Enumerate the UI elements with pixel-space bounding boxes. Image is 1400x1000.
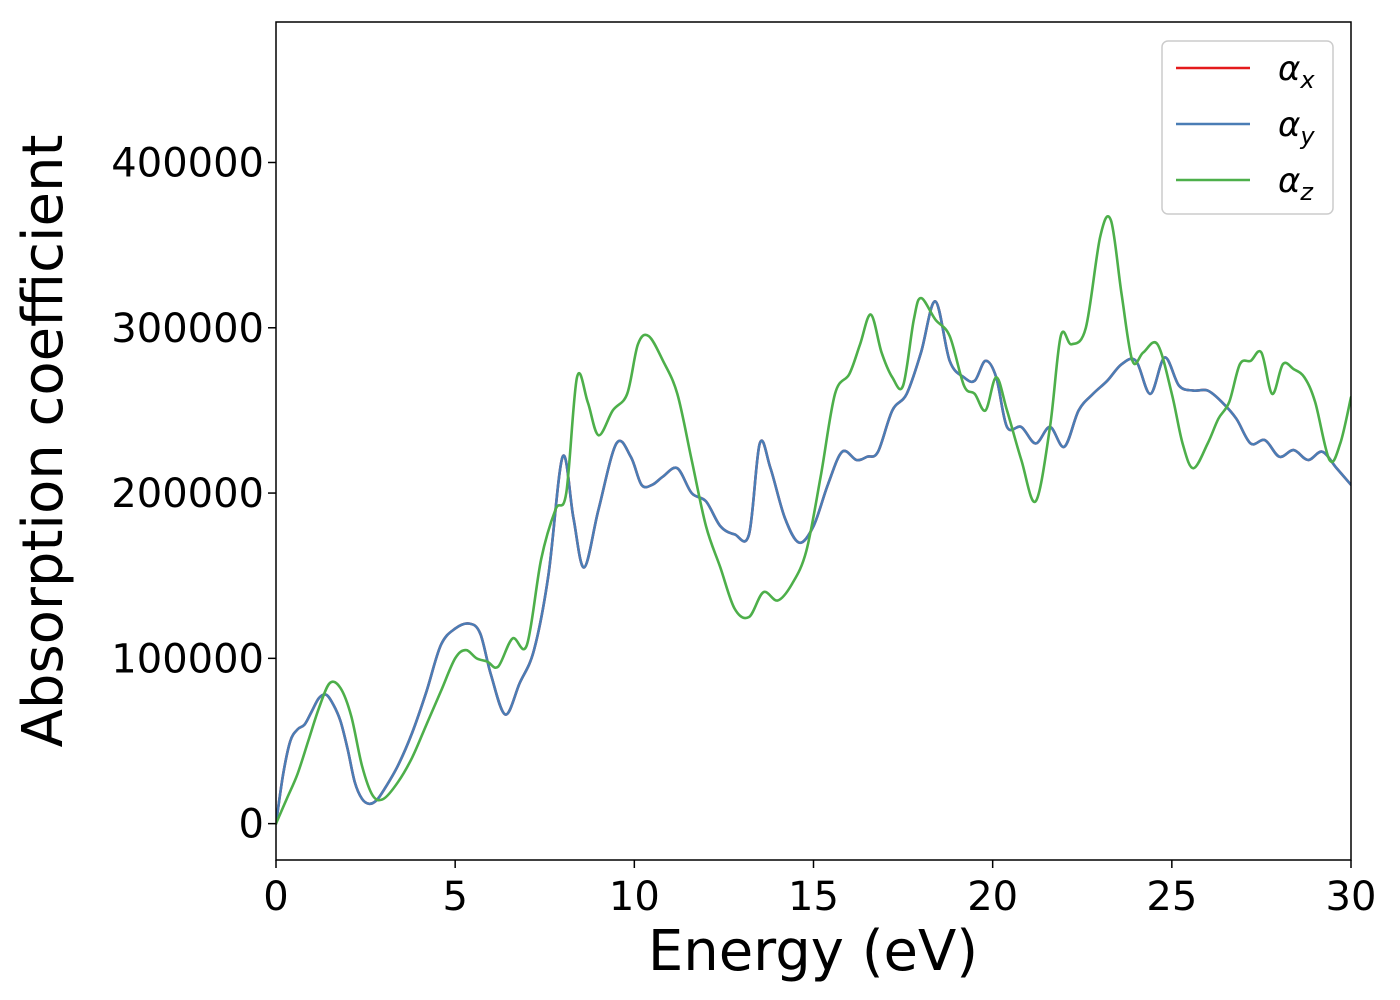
y-axis-ticks: 0 100000 200000 300000 400000 (111, 140, 276, 848)
x-tick-label: 30 (1326, 874, 1377, 920)
legend: αx αy αz (1161, 40, 1334, 215)
y-axis-label: Absorption coefficient (11, 135, 76, 748)
series-layer (276, 215, 1351, 825)
series-line-y (276, 300, 1351, 825)
legend-label-x: αx (1278, 49, 1315, 94)
series-line-z (276, 215, 1351, 825)
x-tick-label: 5 (442, 874, 467, 920)
y-tick-label: 0 (239, 802, 264, 848)
y-tick-label: 300000 (111, 306, 264, 352)
legend-label-y: αy (1278, 105, 1315, 150)
legend-box (1161, 40, 1334, 215)
y-tick-label: 400000 (111, 140, 264, 186)
y-tick-label: 100000 (111, 636, 264, 682)
x-tick-label: 15 (788, 874, 839, 920)
x-axis-ticks: 0 5 10 15 20 25 30 (263, 860, 1376, 920)
x-axis-label: Energy (eV) (648, 919, 978, 984)
x-tick-label: 25 (1146, 874, 1197, 920)
x-tick-label: 10 (609, 874, 660, 920)
legend-label-z: αz (1278, 161, 1314, 206)
x-tick-label: 0 (263, 874, 288, 920)
y-tick-label: 200000 (111, 471, 264, 517)
x-tick-label: 20 (967, 874, 1018, 920)
